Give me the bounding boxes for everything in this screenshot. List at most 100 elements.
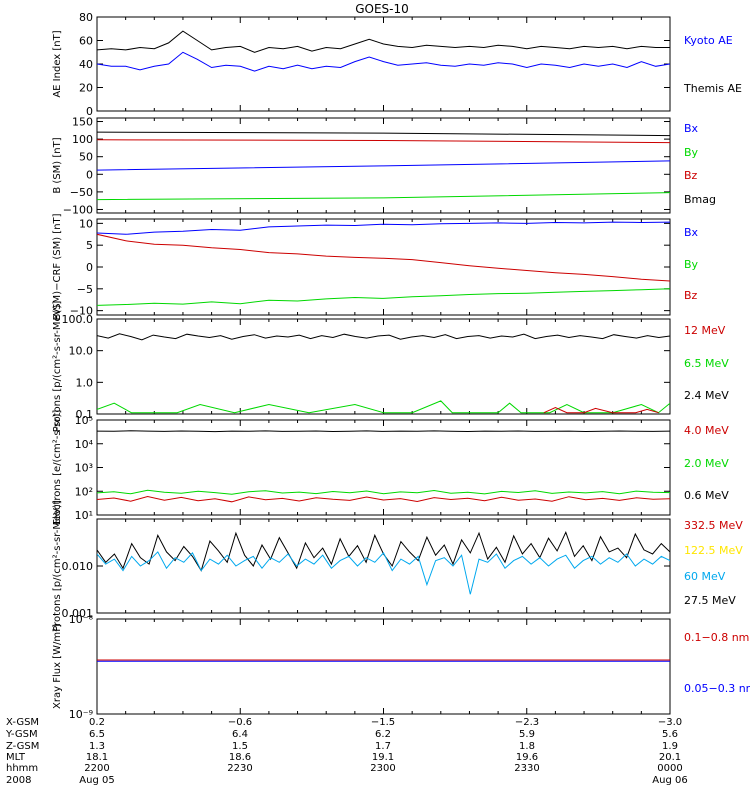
legend-entry: 12 MeV: [684, 324, 726, 337]
ephem-value: 6.5: [89, 729, 105, 740]
ephem-value: 18.6: [229, 752, 251, 763]
y-axis-label: B (SM) [nT]: [52, 137, 63, 193]
series-line-6-5-mev: [97, 400, 670, 414]
panel-3: 10 5 0 −5 −10 B(SM)−CRF (SM) [nT] Bx By Bz: [52, 213, 699, 320]
ephem-value: 19.1: [372, 752, 394, 763]
ephem-value: −1.5: [371, 717, 395, 728]
panel-1: 0 20 40 60 80 AE Index [nT] Kyoto AE Themis AE: [52, 11, 742, 118]
y-tick-label: 150: [72, 116, 93, 129]
y-tick-label: 1.0: [76, 376, 94, 389]
ephem-row-label: hhmm: [6, 763, 38, 774]
series-line-bz: [97, 139, 670, 144]
legend-entry: Kyoto AE: [684, 34, 733, 47]
y-tick-label: 0: [86, 105, 93, 118]
y-tick-label: 40: [79, 58, 93, 71]
y-tick-label: 50: [79, 151, 93, 164]
series-line-bx: [97, 221, 670, 235]
series-line-12-mev: [543, 406, 659, 414]
panel-7: 10⁻⁸ 10⁻⁹ Xray Flux [W/m²] 0.1−0.8 nm 0.05−0…: [52, 613, 750, 721]
y-axis-label: AE Index [nT]: [52, 30, 63, 97]
y-tick-label: 100.0: [62, 313, 94, 326]
y-tick-label: 10⁵: [75, 414, 93, 427]
y-tick-label: 10¹: [75, 509, 93, 522]
ephem-row-label: Y-GSM: [5, 729, 38, 740]
ephem-value: 2300: [370, 763, 395, 774]
y-tick-label: 10²: [75, 485, 93, 498]
panel-5: 10⁵ 10⁴ 10³ 10² 10¹ Electrons [e/(cm²-s-sr)] 4…: [52, 410, 729, 526]
y-tick-label: 0.001: [62, 607, 94, 620]
y-tick-label: 10⁴: [75, 438, 94, 451]
panel-4: 100.0 10.0 1.0 0.1 Protons [p/(cm²-s-sr-MeV)…: [52, 301, 729, 433]
series-line-bz: [97, 233, 670, 282]
legend-entry: 4.0 MeV: [684, 424, 729, 437]
series-line-27-5-mev: [97, 530, 670, 572]
panel-frame: [96, 419, 671, 516]
legend-entry: 6.5 MeV: [684, 357, 729, 370]
ephem-row-label: X-GSM: [6, 717, 39, 728]
legend-entry: 0.6 MeV: [684, 489, 729, 502]
y-tick-label: −50: [70, 186, 93, 199]
ephem-value: 1.9: [662, 741, 678, 752]
ephem-value: 2330: [514, 763, 539, 774]
series-line-4-0-mev: [97, 495, 670, 503]
ephem-value: 6.4: [232, 729, 248, 740]
y-tick-label: 0: [86, 168, 93, 181]
series-line-2-0-mev: [97, 489, 670, 495]
legend-entry: Bmag: [684, 193, 716, 206]
y-tick-label: 10.0: [69, 345, 94, 358]
ephemeris-table: X-GSMY-GSMZ-GSMMLThhmm20080.26.51.318.12…: [5, 717, 688, 786]
ephem-value: 2230: [227, 763, 252, 774]
y-tick-label: 10: [79, 217, 93, 230]
ephem-value: 1.8: [519, 741, 535, 752]
legend-entry: 0.1−0.8 nm: [684, 631, 749, 644]
panels: 0 20 40 60 80 AE Index [nT] Kyoto AE Themis AE 1…: [52, 11, 750, 721]
y-tick-label: −5: [77, 283, 93, 296]
y-axis-label: Electrons [e/(cm²-s-sr)]: [52, 410, 63, 526]
y-tick-label: −10: [70, 305, 93, 318]
panel-frame: [96, 618, 671, 715]
ephem-value: 0000: [657, 763, 682, 774]
ephem-row-label: Z-GSM: [6, 741, 39, 752]
legend-entry: Bz: [684, 169, 698, 182]
legend-entry: 2.0 MeV: [684, 457, 729, 470]
ephem-value: −2.3: [515, 717, 539, 728]
series-line-bmag: [97, 131, 670, 137]
ephem-row-label: MLT: [6, 752, 26, 763]
y-tick-label: 80: [79, 11, 93, 24]
y-tick-label: 0: [86, 261, 93, 274]
y-tick-label: 60: [79, 35, 93, 48]
y-tick-label: 0.1: [76, 408, 94, 421]
ephem-value: 1.7: [375, 741, 391, 752]
series-line-themis-ae: [97, 30, 670, 53]
legend-entry: Themis AE: [683, 82, 742, 95]
ephem-value: 1.3: [89, 741, 105, 752]
ephem-value: 19.6: [516, 752, 538, 763]
legend-entry: 27.5 MeV: [684, 594, 736, 607]
ephem-value: 0.2: [89, 717, 105, 728]
legend-entry: Bx: [684, 226, 699, 239]
series-line-by: [97, 192, 670, 201]
y-tick-label: 10⁻⁹: [69, 708, 93, 721]
legend-entry: 332.5 MeV: [684, 519, 743, 532]
figure-title: GOES-10: [355, 2, 409, 16]
ephem-value: Aug 06: [652, 775, 687, 786]
y-tick-label: 10⁻⁸: [69, 613, 94, 626]
y-tick-label: −100: [63, 203, 93, 216]
y-tick-label: 20: [79, 82, 93, 95]
y-tick-label: 10³: [75, 462, 93, 475]
ephem-value: −0.6: [228, 717, 252, 728]
y-tick-label: 0.010: [62, 560, 94, 573]
panel-frame: [96, 218, 671, 316]
legend-entry: 2.4 MeV: [684, 389, 729, 402]
series-line-0-6-mev: [97, 430, 670, 433]
ephem-row-label: 2008: [6, 775, 31, 786]
y-tick-label: 5: [86, 239, 93, 252]
ephem-value: 5.9: [519, 729, 535, 740]
y-axis-label: Xray Flux [W/m²]: [52, 624, 63, 709]
legend-entry: 0.05−0.3 nm: [684, 682, 750, 695]
series-line-bx: [97, 160, 670, 171]
series-line-60-mev: [97, 551, 670, 595]
